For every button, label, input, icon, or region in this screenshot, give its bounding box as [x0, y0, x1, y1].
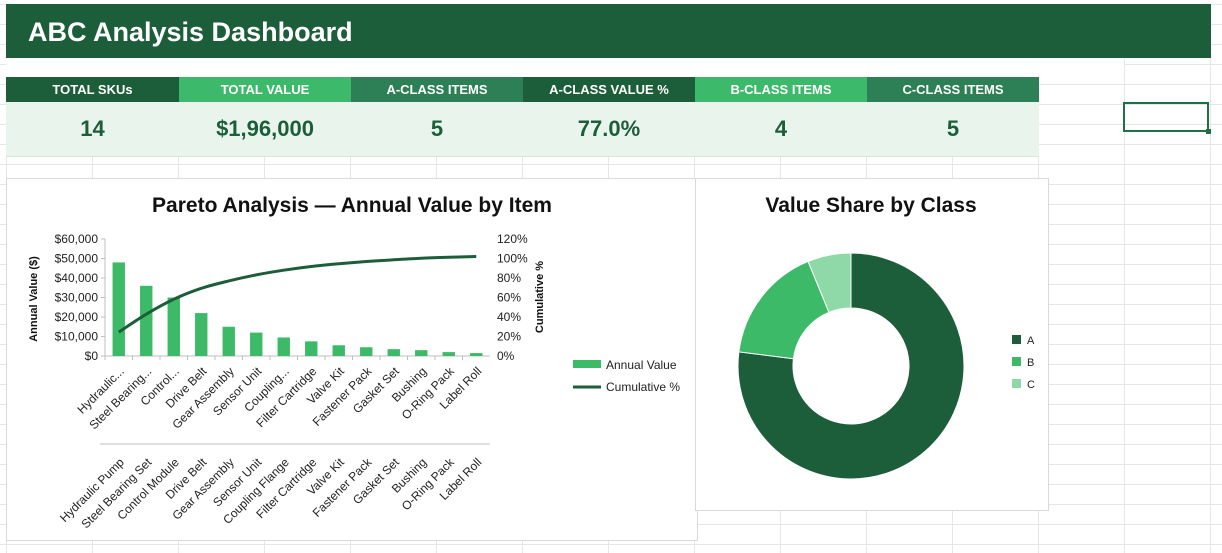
y2-tick-label: 60% — [497, 291, 521, 305]
donut-slice-a[interactable] — [737, 252, 965, 480]
kpi-total-skus[interactable]: TOTAL SKUs 14 — [6, 77, 179, 157]
pareto-bar[interactable] — [140, 285, 153, 356]
dashboard-header: ABC Analysis Dashboard — [6, 4, 1211, 58]
legend-swatch-a — [1012, 335, 1021, 344]
pareto-legend: Annual Value Cumulative % — [573, 358, 680, 394]
y-tick-label: $40,000 — [55, 271, 99, 285]
y2-tick-label: 0% — [497, 349, 515, 363]
pareto-chart-title: Pareto Analysis — Annual Value by Item — [152, 194, 552, 217]
pareto-y-axis-title: Annual Value ($) — [28, 256, 40, 342]
kpi-label: TOTAL SKUs — [6, 77, 179, 102]
pareto-bar[interactable] — [195, 313, 208, 356]
kpi-total-value[interactable]: TOTAL VALUE $1,96,000 — [179, 77, 351, 157]
y2-tick-label: 80% — [497, 271, 521, 285]
pareto-bar[interactable] — [222, 326, 235, 356]
y-tick-label: $30,000 — [55, 291, 99, 305]
pareto-bars — [112, 262, 483, 357]
legend-label-c: C — [1027, 379, 1035, 391]
donut-slice-c[interactable] — [807, 252, 852, 313]
y-tick-label: $50,000 — [55, 252, 99, 266]
pareto-bar[interactable] — [112, 262, 125, 356]
legend-line-label: Cumulative % — [606, 380, 680, 394]
class-share-chart-title: Value Share by Class — [765, 194, 976, 217]
pareto-bar[interactable] — [277, 337, 290, 356]
y-tick-label: $60,000 — [55, 232, 99, 246]
kpi-value: 4 — [695, 102, 867, 157]
selected-cell[interactable] — [1123, 102, 1209, 132]
pareto-bar[interactable] — [305, 341, 318, 356]
legend-bar-swatch — [573, 360, 601, 368]
pareto-bar[interactable] — [415, 350, 428, 356]
kpi-label: TOTAL VALUE — [179, 77, 351, 102]
kpi-label: C-CLASS ITEMS — [867, 77, 1039, 102]
legend-swatch-c — [1012, 379, 1021, 388]
pareto-y2-axis-title: Cumulative % — [534, 261, 546, 333]
legend-label-b: B — [1027, 357, 1034, 369]
pareto-chart[interactable]: Pareto Analysis — Annual Value by Item A… — [6, 178, 698, 541]
legend-swatch-b — [1012, 357, 1021, 366]
y2-tick-label: 100% — [497, 252, 528, 266]
pareto-bar[interactable] — [470, 353, 483, 356]
donut-slices — [737, 252, 965, 480]
kpi-value: 5 — [867, 102, 1039, 157]
kpi-label: B-CLASS ITEMS — [695, 77, 867, 102]
kpi-value: 14 — [6, 102, 179, 157]
kpi-b-class-items[interactable]: B-CLASS ITEMS 4 — [695, 77, 867, 157]
pareto-bar[interactable] — [360, 347, 373, 356]
kpi-label: A-CLASS VALUE % — [523, 77, 695, 102]
y2-tick-label: 120% — [497, 232, 528, 246]
cumulative-line-path[interactable] — [117, 255, 477, 334]
pareto-bar[interactable] — [167, 297, 180, 357]
pareto-bar[interactable] — [332, 345, 345, 356]
pareto-chart-svg: Pareto Analysis — Annual Value by Item A… — [28, 194, 680, 532]
y2-tick-label: 40% — [497, 310, 521, 324]
pareto-cumulative-line — [117, 255, 477, 334]
kpi-value: 77.0% — [523, 102, 695, 157]
y-tick-label: $10,000 — [55, 330, 99, 344]
header-spacer — [6, 58, 1124, 77]
dashboard-title: ABC Analysis Dashboard — [28, 17, 353, 47]
donut-legend: ABC — [1012, 335, 1035, 391]
y-tick-label: $20,000 — [55, 310, 99, 324]
kpi-a-class-items[interactable]: A-CLASS ITEMS 5 — [351, 77, 523, 157]
y2-tick-label: 20% — [497, 330, 521, 344]
class-share-chart-svg: Value Share by Class ABC — [737, 194, 1035, 480]
pareto-bar[interactable] — [442, 352, 455, 356]
kpi-label: A-CLASS ITEMS — [351, 77, 523, 102]
fill-handle[interactable] — [1206, 129, 1211, 134]
pareto-axes: $0 $10,000 $20,000 $30,000 $40,000 $50,000 $60… — [55, 232, 528, 445]
legend-label-a: A — [1027, 335, 1035, 347]
grid-top-band — [0, 0, 1222, 4]
pareto-bar[interactable] — [250, 332, 263, 356]
kpi-a-class-value-pct[interactable]: A-CLASS VALUE % 77.0% — [523, 77, 695, 157]
pareto-bar[interactable] — [387, 349, 400, 356]
kpi-value: $1,96,000 — [179, 102, 351, 157]
pareto-x-labels: Hydraulic...Steel Bearing...Control...Dr… — [57, 364, 484, 532]
kpi-value: 5 — [351, 102, 523, 157]
legend-bar-label: Annual Value — [606, 358, 677, 372]
y-tick-label: $0 — [85, 349, 99, 363]
kpi-c-class-items[interactable]: C-CLASS ITEMS 5 — [867, 77, 1039, 157]
